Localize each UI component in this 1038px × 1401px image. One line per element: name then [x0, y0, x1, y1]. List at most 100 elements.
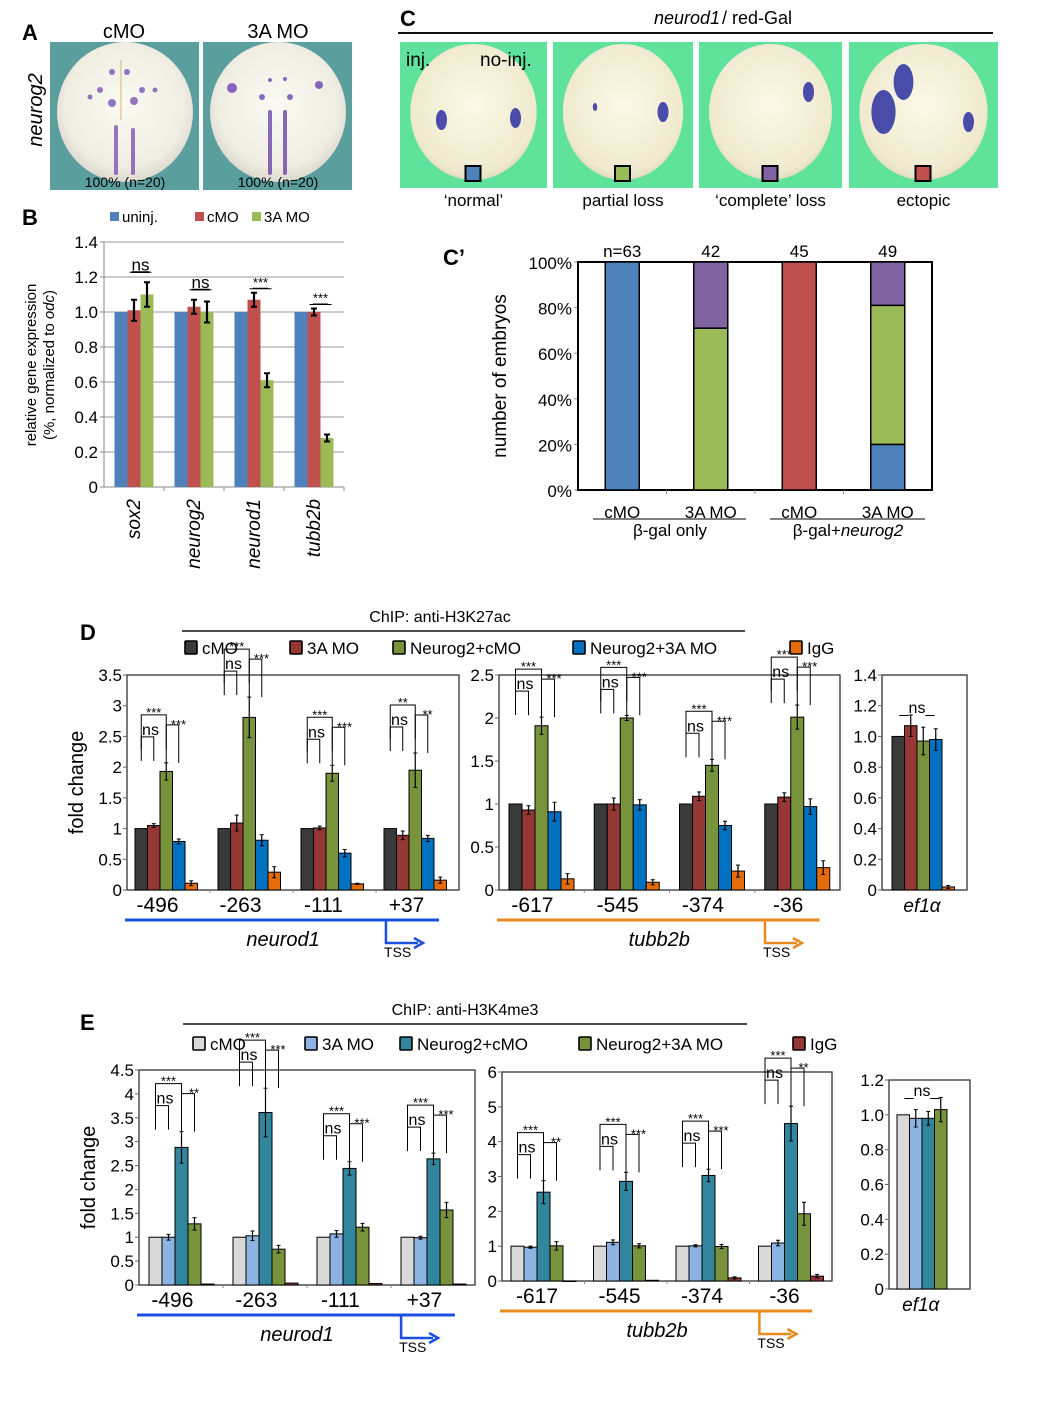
significance-label: **: [189, 1086, 199, 1101]
significance-label: ns: [157, 1091, 174, 1108]
y-tick-label: 2: [113, 758, 122, 777]
column-label: cMO: [103, 21, 145, 43]
legend-swatch: [192, 1036, 206, 1051]
y-tick-label: 2.5: [98, 727, 122, 746]
significance-label: ***: [146, 705, 161, 720]
tss-arrow-head: [792, 936, 805, 950]
phenotype-label: ‘normal’: [444, 191, 504, 210]
legend-swatch: [789, 640, 803, 655]
bar: [127, 310, 141, 487]
embryo: [859, 44, 988, 180]
y-axis-label: fold change: [66, 731, 88, 834]
frequency-caption: 100% (n=20): [238, 174, 319, 190]
tss-arrow-head: [786, 1327, 799, 1341]
significance-label: ***: [777, 647, 792, 662]
bar: [307, 312, 321, 487]
legend-swatch: [184, 640, 198, 655]
y-tick-label: 4.5: [110, 1061, 134, 1080]
x-tick-label: 3A MO: [862, 503, 914, 522]
panel-letter: C’: [443, 245, 465, 270]
significance-bracket: [433, 1114, 447, 1154]
stacked-bar-segment: [693, 327, 729, 491]
bar: [606, 1241, 620, 1282]
bar: [549, 1245, 564, 1282]
stacked-bar-segment: [870, 261, 906, 307]
bar: [355, 1226, 370, 1286]
significance-label: ***: [329, 1104, 344, 1119]
stacked-bar-segment: [870, 304, 906, 446]
x-tick-label: -545: [598, 1285, 640, 1308]
x-tick-label: -545: [597, 894, 639, 917]
significance-label: ***: [312, 707, 327, 722]
significance-label: ***: [313, 291, 328, 306]
significance-label: ns: [391, 712, 408, 729]
title-rest: / red-Gal: [722, 8, 792, 28]
bar: [421, 837, 435, 891]
embryo: [562, 44, 684, 180]
bar: [714, 1246, 729, 1282]
tss-arrow: [384, 920, 418, 945]
y-tick-label: 6: [488, 1063, 497, 1082]
y-tick-label: 0%: [547, 482, 572, 501]
group-label: β-gal only: [633, 521, 708, 540]
x-tick-label: -36: [769, 1285, 799, 1308]
neurod1-stain: [592, 103, 598, 111]
y-tick-label: 3.5: [110, 1109, 134, 1128]
bar: [645, 1279, 659, 1282]
bar: [320, 438, 334, 487]
tss-label: TSS: [763, 944, 790, 960]
x-tick-label: +37: [407, 1289, 443, 1312]
bar: [234, 312, 248, 487]
y-tick-label: 0.2: [860, 1245, 884, 1264]
injected-side-label: inj.: [406, 50, 430, 71]
significance-label: _ns_: [899, 700, 936, 717]
bar: [383, 828, 397, 891]
tss-label: TSS: [757, 1335, 784, 1351]
legend-label: cMO: [207, 209, 239, 226]
panel-a: A cMO 3A MO neurog2 100% (n=20) 100% (n=…: [22, 20, 352, 190]
significance-bracket: [599, 1145, 614, 1171]
row-label: neurog2: [25, 73, 47, 146]
tss-arrow: [399, 1315, 434, 1340]
bar: [232, 1236, 247, 1286]
x-tick-label: -617: [516, 1285, 558, 1308]
bar: [242, 716, 256, 891]
y-tick-label: 0.4: [860, 1210, 884, 1229]
bar: [701, 1174, 716, 1282]
gene-label: neurod1: [246, 929, 319, 951]
significance-label: ***: [229, 639, 244, 654]
panel-letter: C: [400, 6, 416, 31]
x-tick-label: tubb2b: [304, 499, 325, 557]
significance-label: **: [551, 1135, 561, 1150]
x-tick-label: ef1α: [902, 1295, 940, 1316]
legend-swatch: [792, 1036, 806, 1051]
bar: [705, 764, 719, 891]
significance-label: ***: [546, 671, 561, 686]
y-tick-label: 3: [125, 1133, 134, 1152]
significance-label: **: [422, 707, 432, 722]
bar: [408, 769, 422, 891]
bar: [632, 1245, 646, 1282]
bar: [316, 1236, 331, 1286]
significance-label: ***: [688, 1111, 703, 1126]
panel-c-prime-chart: C’ 0% 20% 40% 60% 80% 100% number of embryos cM…: [443, 242, 933, 540]
significance-bracket: [265, 1049, 279, 1089]
significance-label: ns: [225, 656, 242, 673]
group-label: β-gal+neurog2: [793, 521, 904, 540]
bar: [159, 770, 173, 891]
tss-arrow: [758, 1311, 792, 1336]
bar: [562, 1280, 577, 1282]
significance-label: _ns_: [904, 1083, 941, 1100]
panel-letter: E: [80, 1010, 95, 1035]
x-tick-label: sox2: [124, 499, 145, 540]
legend-label: IgG: [810, 1035, 837, 1054]
y-tick-label: 0.5: [470, 838, 494, 857]
neurod1-stain: [871, 90, 896, 134]
y-tick-label: 20%: [538, 436, 572, 455]
y-tick-label: 1.4: [74, 233, 98, 252]
significance-label: ***: [802, 659, 817, 674]
bar: [217, 828, 231, 891]
y-axis-label: fold change: [78, 1126, 100, 1229]
embryo: [709, 44, 832, 180]
